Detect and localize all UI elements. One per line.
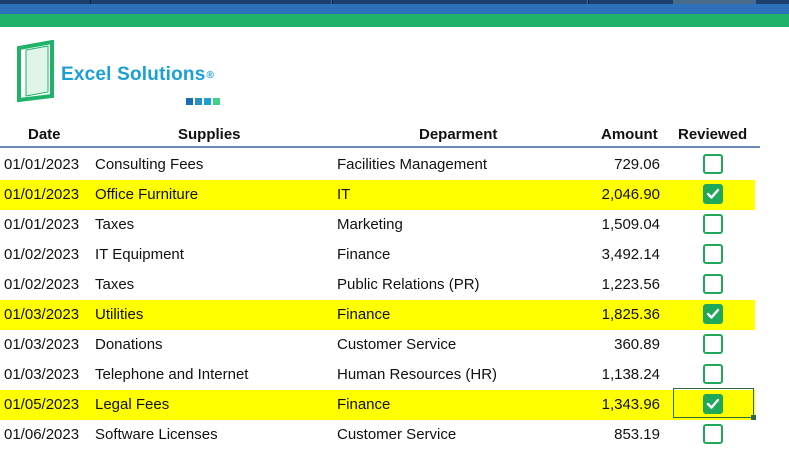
cell-department[interactable]: Customer Service [337, 336, 457, 353]
header-divider [0, 146, 760, 148]
cell-amount[interactable]: 853.19 [614, 426, 660, 443]
cell-amount[interactable]: 729.06 [614, 156, 660, 173]
brand-square [213, 98, 220, 105]
tab-strip-segment [333, 0, 587, 4]
cell-date[interactable]: 01/03/2023 [4, 306, 80, 323]
checkmark-icon [706, 188, 720, 199]
tab-strip-segment [756, 0, 789, 4]
table-row[interactable]: 01/03/2023 Telephone and Internet Human Re… [0, 360, 755, 390]
cell-date[interactable]: 01/01/2023 [4, 216, 80, 233]
reviewed-checkbox[interactable] [703, 244, 723, 264]
column-header-reviewed[interactable]: Reviewed [678, 126, 748, 143]
checkmark-icon [706, 398, 720, 409]
cell-date[interactable]: 01/01/2023 [4, 156, 80, 173]
reviewed-checkbox[interactable] [703, 274, 723, 294]
cell-supplies[interactable]: Utilities [95, 306, 144, 323]
cell-date[interactable]: 01/02/2023 [4, 276, 80, 293]
reviewed-checkbox[interactable] [703, 304, 723, 324]
cell-department[interactable]: Customer Service [337, 426, 457, 443]
active-tab-segment [673, 0, 755, 4]
table-row[interactable]: 01/03/2023 Donations Customer Service 360.8… [0, 330, 755, 360]
reviewed-checkbox[interactable] [703, 214, 723, 234]
cell-amount[interactable]: 1,509.04 [601, 216, 660, 233]
tab-strip-segment [91, 0, 331, 4]
cell-department[interactable]: Public Relations (PR) [337, 276, 480, 293]
cell-department[interactable]: Finance [337, 246, 391, 263]
brand-logo: Excel Solutions® [16, 40, 246, 105]
banner-green-bar [0, 14, 789, 27]
table-row[interactable]: 01/01/2023 Office Furniture IT 2,046.90 [0, 180, 755, 210]
cell-amount[interactable]: 1,825.36 [601, 306, 660, 323]
door-logo-icon [17, 40, 54, 103]
cell-amount[interactable]: 1,223.56 [601, 276, 660, 293]
table-row[interactable]: 01/03/2023 Utilities Finance 1,825.36 [0, 300, 755, 330]
cell-supplies[interactable]: Consulting Fees [95, 156, 204, 173]
brand-square [204, 98, 211, 105]
table-row[interactable]: 01/02/2023 Taxes Public Relations (PR) 1,22… [0, 270, 755, 300]
brand-name: Excel Solutions® [61, 64, 214, 86]
cell-department[interactable]: Facilities Management [337, 156, 488, 173]
cell-amount[interactable]: 360.89 [614, 336, 660, 353]
brand-square [195, 98, 202, 105]
reviewed-checkbox[interactable] [703, 394, 723, 414]
registered-mark: ® [206, 70, 215, 81]
cell-date[interactable]: 01/02/2023 [4, 246, 80, 263]
cell-supplies[interactable]: IT Equipment [95, 246, 184, 263]
reviewed-checkbox[interactable] [703, 184, 723, 204]
table-row[interactable]: 01/05/2023 Legal Fees Finance 1,343.96 [0, 390, 755, 420]
cell-supplies[interactable]: Legal Fees [95, 396, 170, 413]
reviewed-checkbox[interactable] [703, 154, 723, 174]
cell-amount[interactable]: 2,046.90 [601, 186, 660, 203]
cell-date[interactable]: 01/06/2023 [4, 426, 80, 443]
cell-supplies[interactable]: Software Licenses [95, 426, 218, 443]
cell-date[interactable]: 01/05/2023 [4, 396, 80, 413]
cell-supplies[interactable]: Office Furniture [95, 186, 199, 203]
cell-amount[interactable]: 3,492.14 [601, 246, 660, 263]
cell-department[interactable]: IT [337, 186, 351, 203]
table-row[interactable]: 01/01/2023 Consulting Fees Facilities Mana… [0, 150, 755, 180]
table-row[interactable]: 01/01/2023 Taxes Marketing 1,509.04 [0, 210, 755, 240]
brand-square [186, 98, 193, 105]
cell-supplies[interactable]: Donations [95, 336, 163, 353]
cell-amount[interactable]: 1,138.24 [601, 366, 660, 383]
cell-supplies[interactable]: Telephone and Internet [95, 366, 249, 383]
cell-department[interactable]: Marketing [337, 216, 403, 233]
table-row[interactable]: 01/06/2023 Software Licenses Customer Serv… [0, 420, 755, 450]
column-header-amount[interactable]: Amount [601, 126, 658, 143]
selected-cell-outline[interactable] [673, 388, 756, 420]
window-top-bar [0, 0, 789, 14]
tab-strip-segment [0, 0, 90, 4]
brand-squares [186, 92, 222, 105]
tab-strip-segment [589, 0, 673, 4]
cell-amount[interactable]: 1,343.96 [601, 396, 660, 413]
reviewed-checkbox[interactable] [703, 364, 723, 384]
reviewed-checkbox[interactable] [703, 424, 723, 444]
column-header-date[interactable]: Date [28, 126, 61, 143]
cell-department[interactable]: Finance [337, 306, 391, 323]
cell-department[interactable]: Human Resources (HR) [337, 366, 498, 383]
fill-handle[interactable] [751, 415, 756, 420]
cell-supplies[interactable]: Taxes [95, 276, 135, 293]
cell-date[interactable]: 01/03/2023 [4, 366, 80, 383]
column-header-department[interactable]: Deparment [419, 126, 498, 143]
cell-supplies[interactable]: Taxes [95, 216, 135, 233]
table-row[interactable]: 01/02/2023 IT Equipment Finance 3,492.14 [0, 240, 755, 270]
tab-separator [90, 0, 91, 4]
brand-name-text: Excel Solutions [61, 64, 206, 85]
checkmark-icon [706, 308, 720, 319]
tab-separator [588, 0, 589, 4]
tab-separator [332, 0, 333, 4]
cell-date[interactable]: 01/01/2023 [4, 186, 80, 203]
cell-department[interactable]: Finance [337, 396, 391, 413]
cell-date[interactable]: 01/03/2023 [4, 336, 80, 353]
column-header-supplies[interactable]: Supplies [178, 126, 241, 143]
reviewed-checkbox[interactable] [703, 334, 723, 354]
